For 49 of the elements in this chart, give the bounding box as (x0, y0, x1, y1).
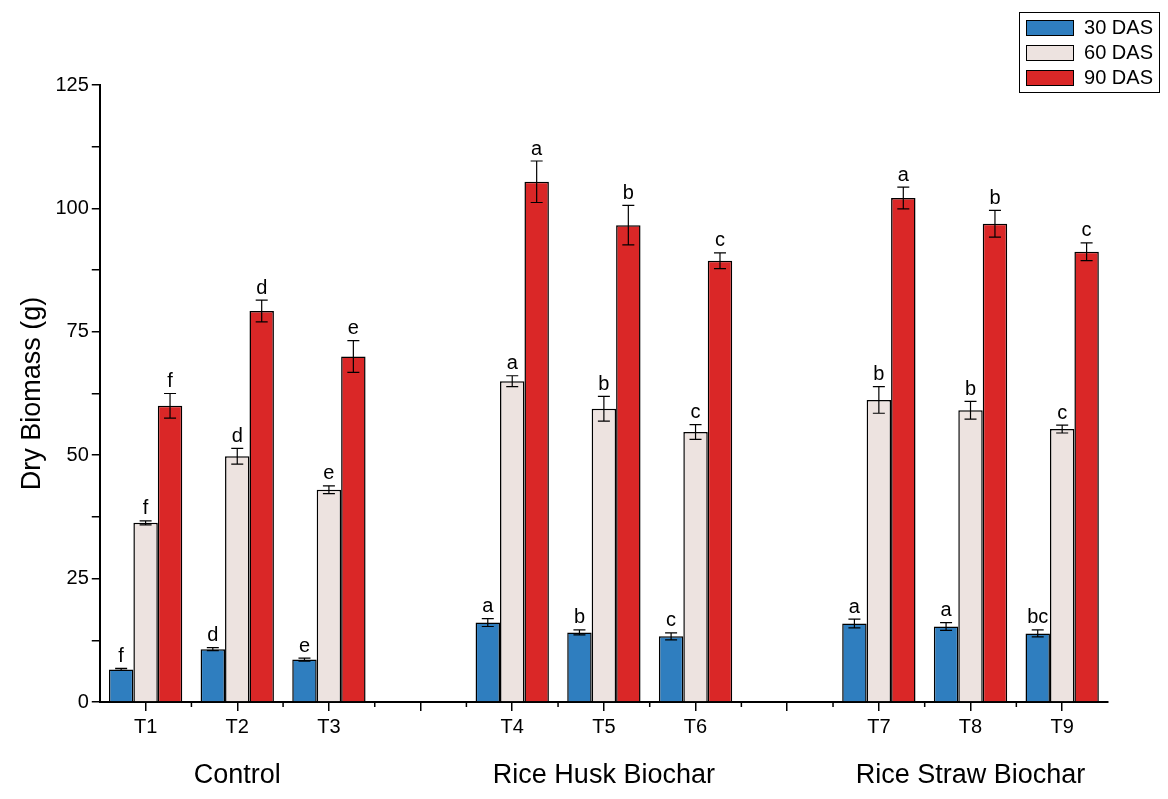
text: Rice Straw Biochar (855, 758, 1086, 789)
y-tick-label: 50 (66, 442, 89, 465)
x-tick-label: T6 (683, 714, 708, 737)
y-tick-label: 125 (55, 72, 89, 95)
y-tick-label: 100 (55, 195, 89, 218)
x-tick-label: T7 (867, 714, 891, 737)
x-tick-label: T2 (225, 714, 249, 737)
x-tick-label: T9 (1050, 714, 1074, 737)
legend-label: 30 DAS (1084, 16, 1153, 39)
data-label: bc (1027, 605, 1049, 628)
data-label: b (873, 362, 885, 385)
data-label: d (207, 623, 219, 646)
data-label: d (256, 275, 268, 298)
x-tick-label: T5 (592, 714, 616, 737)
text: Control (193, 758, 281, 789)
legend-label: 60 DAS (1084, 41, 1153, 64)
data-label: e (323, 461, 335, 484)
data-label: a (531, 136, 544, 159)
data-label: c (666, 608, 677, 631)
data-label: c (714, 228, 725, 251)
legend-label: 90 DAS (1084, 66, 1153, 89)
data-label: c (1057, 400, 1068, 423)
data-label: f (142, 496, 149, 519)
y-tick-label: 0 (77, 689, 89, 712)
y-tick-label: 25 (66, 566, 89, 589)
data-label: e (347, 316, 359, 339)
data-label: d (231, 423, 243, 446)
data-label: c (1081, 218, 1092, 241)
y-tick-label: 75 (66, 319, 89, 342)
data-label: a (897, 162, 910, 185)
x-tick-label: T4 (500, 714, 524, 737)
data-label: b (598, 371, 610, 394)
data-label: a (848, 594, 861, 617)
text: Rice Husk Biochar (492, 758, 715, 789)
data-label: e (298, 633, 311, 656)
data-label: b (989, 185, 1001, 208)
data-label: b (622, 180, 634, 203)
x-tick-label: T8 (958, 714, 983, 737)
data-label: a (940, 598, 953, 621)
x-tick-label: T1 (133, 714, 158, 737)
data-label: f (167, 369, 174, 392)
x-tick-label: T3 (317, 714, 341, 737)
data-label: c (690, 400, 701, 423)
data-label: a (482, 594, 495, 617)
data-label: a (506, 351, 519, 374)
data-label: b (964, 376, 977, 399)
data-label: f (118, 643, 125, 666)
data-label: b (573, 605, 586, 628)
y-axis-title: Dry Biomass (g) (15, 296, 46, 491)
